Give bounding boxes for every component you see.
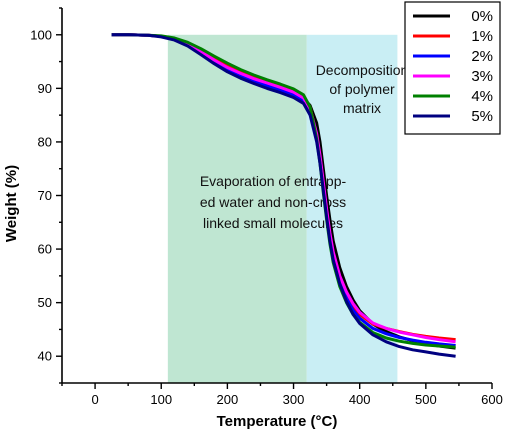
series-line-5pct <box>111 33 456 358</box>
region-1-label-line-2: matrix <box>343 100 381 116</box>
legend-label-3pct: 3% <box>471 68 493 85</box>
region-0-label-line-1: ed water and non-cross <box>200 194 346 210</box>
y-tick-label-60: 60 <box>38 242 52 257</box>
series-lines-layer <box>111 33 456 358</box>
region-0-label-line-0: Evaporation of entrapp- <box>200 173 347 189</box>
x-tick-label-0: 0 <box>91 392 98 407</box>
x-tick-label-100: 100 <box>150 392 172 407</box>
legend: 0% 1% 2% 3% 4% 5% <box>404 1 501 135</box>
y-tick-label-50: 50 <box>38 295 52 310</box>
y-tick-label-80: 80 <box>38 134 52 149</box>
x-tick-label-500: 500 <box>415 392 437 407</box>
axes-layer: 0 100 200 300 400 500 600 40 50 60 70 80 90 100 <box>30 7 503 407</box>
y-tick-label-90: 90 <box>38 81 52 96</box>
y-tick-label-70: 70 <box>38 188 52 203</box>
legend-box <box>404 1 501 135</box>
region-0-label-line-2: linked small molecules <box>203 215 343 231</box>
x-tick-label-400: 400 <box>349 392 371 407</box>
region-1-label-line-1: of polymer <box>329 81 395 97</box>
y-tick-label-100: 100 <box>30 27 52 42</box>
y-axis-title: Weight (%) <box>3 165 20 242</box>
legend-label-0pct: 0% <box>471 8 493 25</box>
x-tick-label-300: 300 <box>283 392 305 407</box>
region-annotation-layer: Evaporation of entrapp-ed water and non-… <box>200 62 408 231</box>
x-tick-label-200: 200 <box>217 392 239 407</box>
region-1-label-line-0: Decomposition <box>316 62 409 78</box>
legend-label-5pct: 5% <box>471 108 493 125</box>
shaded-region-1 <box>306 34 398 384</box>
x-axis-title: Temperature (°C) <box>217 413 338 430</box>
legend-label-1pct: 1% <box>471 28 493 45</box>
x-tick-label-600: 600 <box>481 392 503 407</box>
legend-label-4pct: 4% <box>471 88 493 105</box>
y-tick-label-40: 40 <box>38 349 52 364</box>
legend-label-2pct: 2% <box>471 48 493 65</box>
